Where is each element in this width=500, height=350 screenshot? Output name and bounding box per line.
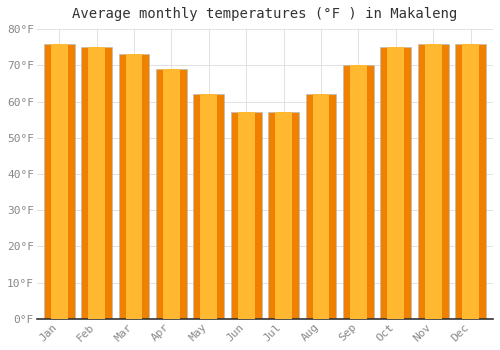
Bar [231,112,262,319]
Bar [44,43,74,319]
Bar [50,43,68,319]
Bar [343,65,374,319]
Bar [306,94,336,319]
Bar [194,94,224,319]
Bar [418,43,448,319]
Bar [425,43,442,319]
Bar [462,43,479,319]
Bar [238,112,254,319]
Bar [380,47,411,319]
Bar [200,94,217,319]
Bar [81,47,112,319]
Bar [456,43,486,319]
Bar [268,112,299,319]
Bar [350,65,367,319]
Bar [312,94,330,319]
Bar [275,112,292,319]
Bar [163,69,180,319]
Bar [126,54,142,319]
Bar [156,69,186,319]
Bar [88,47,105,319]
Bar [118,54,150,319]
Bar [388,47,404,319]
Title: Average monthly temperatures (°F ) in Makaleng: Average monthly temperatures (°F ) in Ma… [72,7,458,21]
